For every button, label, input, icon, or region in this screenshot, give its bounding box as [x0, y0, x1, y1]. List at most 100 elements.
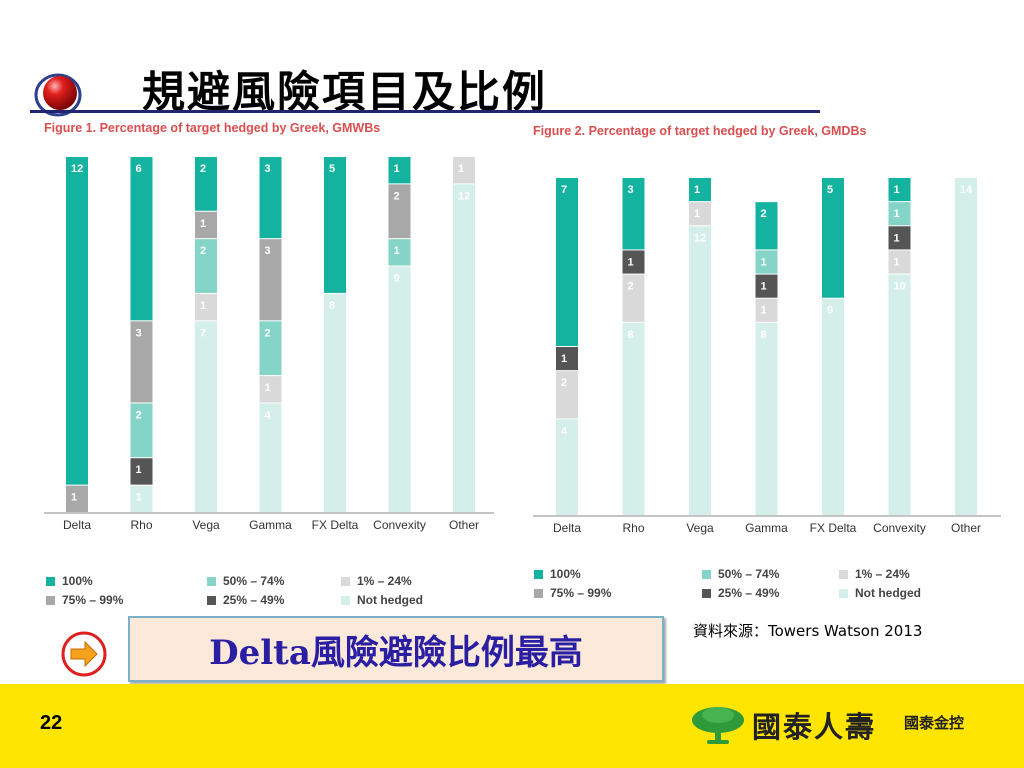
data-label-vega-100: 1: [694, 184, 700, 196]
data-label-vega-50-74: 2: [200, 245, 206, 257]
bar-segment-vega-100: [195, 157, 217, 211]
legend-item-100: 100%: [46, 574, 93, 588]
company-logo-text: 國泰人壽: [752, 710, 877, 744]
data-label-vega-1-24: 1: [200, 300, 206, 312]
category-label-fx-delta: FX Delta: [312, 518, 359, 532]
bar-segment-gamma-50-74: [755, 250, 778, 274]
legend-item-50-74: 50% – 74%: [207, 574, 284, 588]
bar-segment-vega-1-24: [195, 293, 217, 321]
bar-segment-rho-100: [622, 178, 645, 250]
page-title: 規避風險項目及比例: [142, 68, 547, 118]
data-label-vega-not-hedged: 12: [694, 232, 706, 244]
legend-swatch-100: [46, 577, 55, 586]
legend-swatch-100: [534, 570, 543, 579]
bar-segment-vega-1-24: [689, 202, 711, 226]
bar-segment-gamma-100: [755, 202, 778, 250]
tree-logo-icon: [692, 707, 744, 744]
legend-swatch-50-74: [207, 577, 216, 586]
bar-segment-convexity-not-hedged: [388, 266, 411, 512]
bar-segment-delta-75-99: [66, 485, 88, 512]
category-label-gamma: Gamma: [249, 518, 292, 532]
source-note: 資料來源：Towers Watson 2013: [693, 622, 923, 640]
data-label-gamma-50-74: 2: [265, 327, 271, 339]
bar-segment-delta-100: [66, 157, 88, 485]
data-label-convexity-100: 1: [894, 184, 900, 196]
legend-item-1-24: 1% – 24%: [839, 567, 910, 581]
data-label-rho-50-74: 2: [136, 409, 142, 421]
data-label-delta-100: 7: [561, 184, 567, 196]
bar-segment-gamma-100: [259, 157, 282, 239]
data-label-vega-100: 2: [200, 163, 206, 175]
legend-label-50-74: 50% – 74%: [223, 574, 285, 588]
data-label-gamma-100: 3: [265, 163, 271, 175]
page-number: 22: [40, 712, 63, 734]
data-label-gamma-50-74: 1: [761, 256, 767, 268]
bar-segment-convexity-100: [888, 178, 911, 202]
legend-item-75-99: 75% – 99%: [46, 593, 123, 607]
data-label-delta-25-49: 1: [561, 353, 567, 365]
category-label-rho: Rho: [622, 521, 644, 535]
bar-segment-rho-not-hedged: [622, 322, 645, 515]
data-label-rho-1-24: 2: [628, 281, 634, 293]
data-label-rho-100: 3: [628, 184, 634, 196]
bar-segment-fx-delta-100: [324, 157, 346, 293]
category-label-delta: Delta: [553, 521, 581, 535]
data-label-delta-75-99: 1: [71, 492, 77, 504]
figure-1-title: Figure 1. Percentage of target hedged by…: [44, 121, 381, 135]
data-label-gamma-100: 2: [761, 208, 767, 220]
data-label-delta-not-hedged: 4: [561, 425, 568, 437]
legend-item-25-49: 25% – 49%: [207, 593, 284, 607]
legend-item-1-24: 1% – 24%: [341, 574, 412, 588]
data-label-fx-delta-100: 5: [827, 184, 833, 196]
data-label-fx-delta-not-hedged: 8: [329, 300, 335, 312]
bar-segment-rho-25-49: [622, 250, 645, 274]
group-logo-text: 國泰金控: [904, 714, 965, 732]
data-label-rho-not-hedged: 8: [628, 329, 634, 341]
legend-item-75-99: 75% – 99%: [534, 586, 611, 600]
bar-segment-fx-delta-not-hedged: [822, 298, 844, 515]
category-label-convexity: Convexity: [873, 521, 926, 535]
data-label-convexity-not-hedged: 9: [394, 273, 400, 285]
legend-label-75-99: 75% – 99%: [550, 586, 612, 600]
category-label-other: Other: [951, 521, 981, 535]
category-label-rho: Rho: [130, 518, 152, 532]
bar-segment-delta-100: [556, 178, 578, 346]
category-label-other: Other: [449, 518, 479, 532]
legend-label-not-hedged: Not hedged: [357, 593, 423, 607]
legend-label-1-24: 1% – 24%: [357, 574, 412, 588]
legend-swatch-75-99: [534, 589, 543, 598]
bar-segment-convexity-25-49: [888, 226, 911, 250]
bar-segment-convexity-not-hedged: [888, 274, 911, 515]
data-label-convexity-50-74: 1: [894, 208, 900, 220]
bar-segment-vega-50-74: [195, 239, 217, 293]
bar-segment-fx-delta-100: [822, 178, 844, 298]
data-label-vega-not-hedged: 7: [200, 327, 206, 339]
footer-bar: [0, 684, 1024, 768]
bar-segment-fx-delta-not-hedged: [324, 293, 346, 512]
legend-label-50-74: 50% – 74%: [718, 567, 780, 581]
bar-segment-delta-1-24: [556, 371, 578, 419]
data-label-other-not-hedged: 12: [458, 190, 470, 202]
legend-label-100: 100%: [62, 574, 93, 588]
callout-text: Delta風險避險比例最高: [209, 632, 583, 673]
bar-segment-gamma-not-hedged: [259, 403, 282, 512]
chart-gmwb: 112Delta11236Rho71212Vega41233Gamma85FX …: [44, 157, 494, 532]
data-label-rho-100: 6: [136, 163, 142, 175]
legend-label-not-hedged: Not hedged: [855, 586, 921, 600]
legend-label-75-99: 75% – 99%: [62, 593, 124, 607]
bar-segment-rho-75-99: [130, 321, 153, 403]
data-label-vega-75-99: 1: [200, 218, 206, 230]
data-label-rho-25-49: 1: [628, 256, 634, 268]
bar-segment-vega-100: [689, 178, 711, 202]
legend-swatch-not-hedged: [341, 596, 350, 605]
bar-segment-delta-not-hedged: [556, 419, 578, 515]
bar-segment-other-not-hedged: [955, 178, 977, 515]
legend-swatch-25-49: [207, 596, 216, 605]
data-label-convexity-50-74: 1: [394, 245, 400, 257]
data-label-rho-25-49: 1: [136, 464, 142, 476]
bar-segment-convexity-50-74: [388, 239, 411, 266]
bar-segment-rho-100: [130, 157, 153, 321]
bar-segment-other-1-24: [453, 157, 475, 184]
category-label-delta: Delta: [63, 518, 91, 532]
